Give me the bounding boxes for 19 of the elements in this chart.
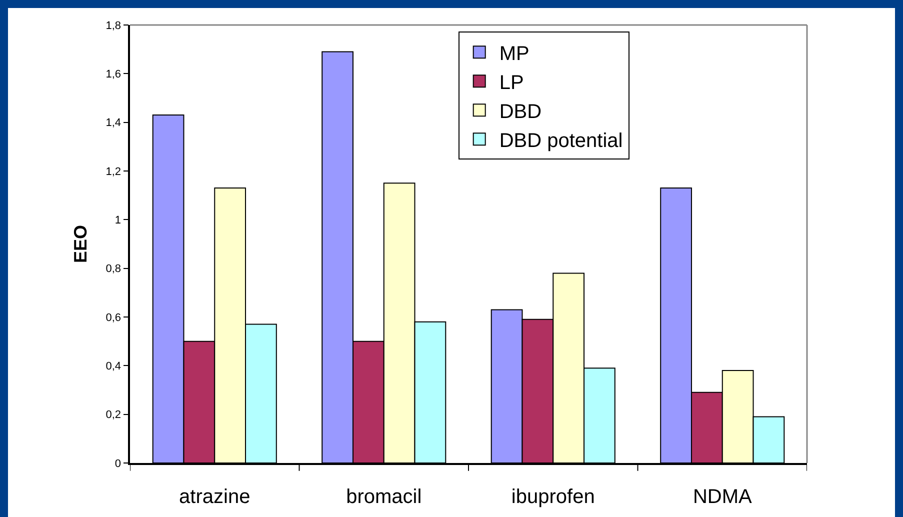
y-tick-label: 0 <box>114 458 122 470</box>
x-tick-label: NDMA <box>692 486 752 508</box>
y-tick-label: 1,8 <box>106 20 122 32</box>
legend-label: MP <box>499 42 530 65</box>
legend-label: DBD potential <box>499 130 623 152</box>
y-tick-label: 0,6 <box>106 312 122 324</box>
y-tick-label: 0,2 <box>106 409 122 422</box>
x-tick-label: ibuprofen <box>511 486 595 508</box>
y-tick-label: 1,2 <box>106 166 122 178</box>
x-tick-label: atrazine <box>179 486 250 508</box>
x-tick-label: bromacil <box>346 486 422 508</box>
y-tick-label: 1,6 <box>106 68 122 81</box>
legend-label: LP <box>499 72 524 94</box>
y-tick-label: 1,4 <box>106 117 122 130</box>
y-axis-title: EEO <box>70 224 90 264</box>
y-tick-label: 0,4 <box>106 360 122 373</box>
y-tick-label: 1 <box>114 214 122 227</box>
legend-label: DBD <box>499 100 542 123</box>
y-tick-label: 0,8 <box>106 263 122 276</box>
